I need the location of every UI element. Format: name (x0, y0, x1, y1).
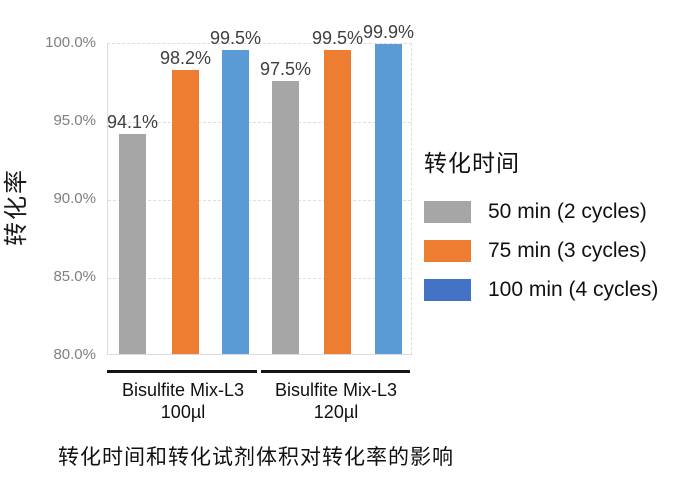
legend-item-label: 75 min (3 cycles) (488, 238, 647, 262)
bar-value-label: 99.9% (362, 21, 415, 42)
bar-value-label: 99.5% (311, 27, 364, 48)
legend-items: 50 min (2 cycles) 75 min (3 cycles) 100 mi… (424, 192, 694, 309)
bar-value-label: 98.2% (159, 48, 212, 69)
category-label-line1: Bisulfite Mix-L3 (121, 380, 245, 400)
legend-item: 100 min (4 cycles) (424, 270, 694, 309)
gridline (108, 200, 411, 201)
legend: 转化时间 50 min (2 cycles) 75 min (3 cycles) 1… (424, 144, 694, 309)
legend-swatch (424, 200, 471, 223)
gridline (108, 122, 411, 123)
y-tick-label: 95.0% (53, 112, 96, 129)
y-tick-label: 100.0% (45, 34, 96, 51)
legend-item-label: 50 min (2 cycles) (488, 199, 647, 223)
category-label-line1: Bisulfite Mix-L3 (274, 380, 398, 400)
category-group-rule (107, 370, 257, 373)
bar (324, 49, 351, 354)
bar (172, 70, 199, 354)
category-group-rule (261, 370, 410, 373)
gridline (108, 278, 411, 279)
y-tick-label: 90.0% (53, 190, 96, 207)
legend-title: 转化时间 (424, 150, 520, 176)
category-label-line2: 120µl (313, 402, 359, 422)
bar (272, 81, 299, 354)
legend-item-label: 100 min (4 cycles) (488, 277, 659, 301)
chart-title: 转化时间和转化试剂体积对转化率的影响 (58, 446, 454, 469)
bar (119, 134, 146, 354)
category-label-line2: 100µl (160, 402, 206, 422)
legend-swatch (424, 278, 471, 301)
bar-value-label: 97.5% (259, 59, 312, 79)
plot-area: 94.1% 98.2% 99.5% 97.5% 99.5% 99.9% (107, 22, 414, 355)
category-label: Bisulfite Mix-L3 100µl (96, 379, 270, 423)
y-tick-label: 85.0% (53, 268, 96, 285)
legend-item: 50 min (2 cycles) (424, 192, 694, 231)
bar (375, 43, 402, 354)
legend-swatch (424, 239, 471, 262)
bar-value-label: 94.1% (106, 112, 159, 133)
legend-item: 75 min (3 cycles) (424, 231, 694, 270)
category-label: Bisulfite Mix-L3 120µl (249, 379, 423, 423)
bar (222, 49, 249, 354)
bar-value-label: 99.5% (209, 27, 262, 48)
y-tick-label: 80.0% (53, 346, 96, 363)
